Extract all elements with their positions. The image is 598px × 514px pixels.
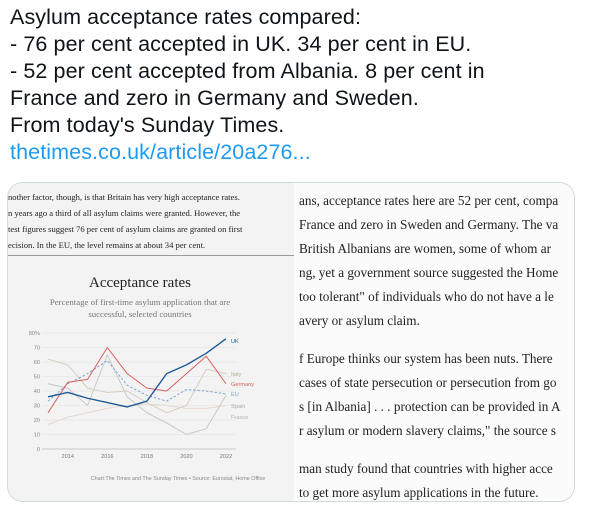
article-line: France and zero in Sweden and Germany. T… <box>299 217 559 232</box>
chart-legend: UK Italy Germany EU Spain France <box>231 339 254 421</box>
article-image[interactable]: ans, acceptance rates here are 52 per ce… <box>295 183 574 501</box>
media-card[interactable]: nother factor, though, is that Britain h… <box>7 182 575 502</box>
snippet-line: test figures suggest 76 per cent of asyl… <box>8 224 243 234</box>
article-line: ng, yet a government source suggested th… <box>299 265 559 280</box>
x-tick-label: 2014 <box>62 454 74 460</box>
article-line: r asylum or modern slavery claims," the … <box>299 423 556 438</box>
article-snippet-left: nother factor, though, is that Britain h… <box>8 189 294 253</box>
x-tick-label: 2018 <box>141 454 153 460</box>
tweet-text: Asylum acceptance rates compared: - 76 p… <box>10 4 590 166</box>
legend-label-france: France <box>231 415 248 421</box>
x-axis-ticks: 2014 2016 2018 2020 2022 <box>62 454 233 460</box>
article-line: avery or asylum claim. <box>299 313 420 328</box>
x-tick-label: 2020 <box>180 454 192 460</box>
divider-rule <box>8 255 294 256</box>
chart-subtitle-line-2: successful, selected countries <box>88 309 192 319</box>
y-tick-label: 10 <box>34 433 40 439</box>
acceptance-rates-chart: Acceptance rates Percentage of first-tim… <box>29 275 266 482</box>
legend-label-uk: UK <box>231 339 239 345</box>
y-tick-label: 40 <box>34 389 40 395</box>
y-tick-label: 60 <box>34 360 40 366</box>
article-line: British Albanians are women, some of who… <box>299 241 551 256</box>
legend-label-eu: EU <box>231 392 239 398</box>
chart-subtitle-line-1: Percentage of first-time asylum applicat… <box>50 297 230 307</box>
chart-series <box>47 338 227 435</box>
article-line: too tolerant" of individuals who do not … <box>299 289 554 304</box>
series-line-germany <box>47 347 227 414</box>
snippet-line: n years ago a third of all asylum claims… <box>8 208 241 218</box>
tweet-line: - 76 per cent accepted in UK. 34 per cen… <box>10 32 472 56</box>
chart-title: Acceptance rates <box>89 275 191 291</box>
chart-image[interactable]: nother factor, though, is that Britain h… <box>8 183 294 501</box>
y-tick-label: 50 <box>34 375 40 381</box>
legend-label-germany: Germany <box>231 382 254 388</box>
article-line: to get more asylum applications in the f… <box>299 485 539 500</box>
y-axis-ticks: 80% 70 60 50 40 30 20 10 0 <box>29 331 40 453</box>
article-line: man study found that countries with high… <box>299 461 553 476</box>
legend-label-italy: Italy <box>231 372 241 378</box>
snippet-line: nother factor, though, is that Britain h… <box>8 192 240 202</box>
y-tick-label: 70 <box>34 346 40 352</box>
series-line-france <box>47 403 227 425</box>
series-line-italy <box>47 358 227 414</box>
x-tick-label: 2022 <box>220 454 232 460</box>
image-divider <box>294 183 295 501</box>
chart-source: Chart:The Times and The Sunday Times • S… <box>91 476 266 482</box>
y-tick-zero: 0 <box>37 447 40 453</box>
article-line: ans, acceptance rates here are 52 per ce… <box>299 193 559 208</box>
article-line: s [in Albania] . . . protection can be p… <box>299 399 561 414</box>
tweet-link[interactable]: thetimes.co.uk/article/20a276... <box>10 140 311 164</box>
y-tick-label: 30 <box>34 404 40 410</box>
y-tick-label: 20 <box>34 418 40 424</box>
tweet-line: France and zero in Germany and Sweden. <box>10 86 419 110</box>
snippet-line: ecision. In the EU, the level remains at… <box>8 240 206 250</box>
x-tick-label: 2016 <box>101 454 113 460</box>
legend-label-spain: Spain <box>231 404 245 410</box>
tweet-line: From today's Sunday Times. <box>10 113 285 137</box>
tweet-line: Asylum acceptance rates compared: <box>10 5 362 29</box>
y-tick-label: 80% <box>29 331 40 337</box>
tweet-line: - 52 per cent accepted from Albania. 8 p… <box>10 59 485 83</box>
article-line: f Europe thinks our system has been nuts… <box>299 351 553 366</box>
article-line: cases of state persecution or persecutio… <box>299 375 557 390</box>
series-line-uk <box>47 338 227 408</box>
